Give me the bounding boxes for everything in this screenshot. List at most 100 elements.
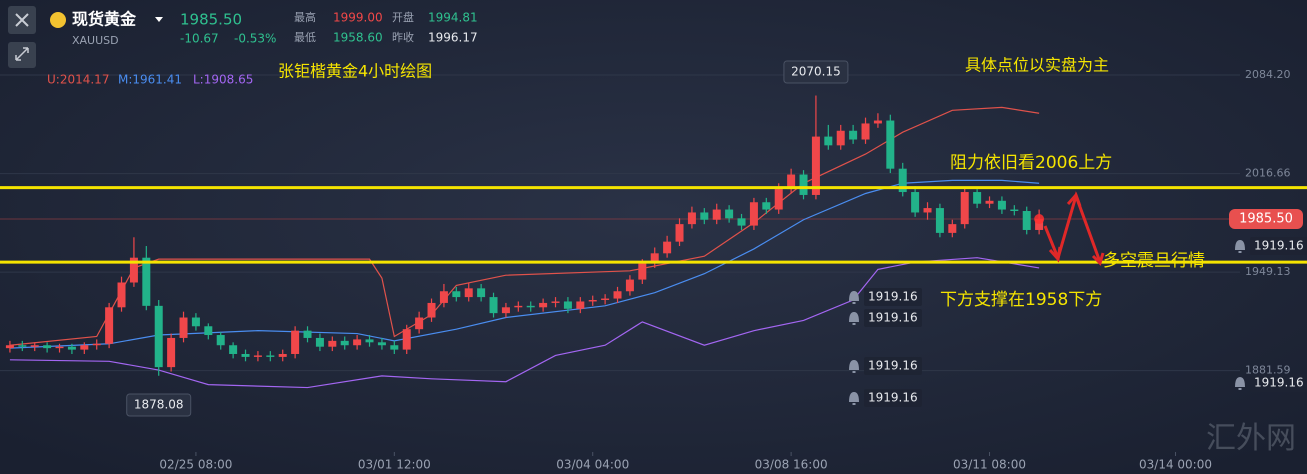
y-tick-label: 2016.66 <box>1245 167 1291 180</box>
price-tag <box>1229 209 1303 230</box>
annotation: 具体点位以实盘为主 <box>965 56 1109 75</box>
alert-box <box>864 288 922 306</box>
candle-body <box>799 174 808 195</box>
alert-box <box>864 309 922 327</box>
candle-body <box>861 123 870 140</box>
candle-body <box>824 136 833 146</box>
candle-body <box>650 253 659 264</box>
candle-body <box>377 342 386 346</box>
candle-body <box>985 200 994 204</box>
candle-body <box>464 288 473 298</box>
alert-label: 1919.16 <box>868 391 918 405</box>
candle-body <box>142 257 151 306</box>
candle-body <box>501 307 510 314</box>
alert-bell <box>849 312 859 325</box>
alert-box <box>1250 374 1307 392</box>
candle-body <box>1010 209 1019 212</box>
candle-body <box>439 291 448 303</box>
candle-body <box>675 224 684 242</box>
candle-body <box>749 202 758 226</box>
candle-body <box>92 343 101 346</box>
candle-body <box>105 307 114 344</box>
stat-value: 1996.17 <box>428 31 478 45</box>
candle-body <box>291 330 300 354</box>
candle-body <box>787 174 796 190</box>
candle-body <box>576 301 585 309</box>
candle-body <box>588 300 597 302</box>
candle-body <box>179 317 188 338</box>
alert-bell <box>849 291 859 304</box>
candle-body <box>873 120 882 124</box>
candle-body <box>1022 211 1031 230</box>
arrow-head <box>1066 192 1082 207</box>
watermark: 汇外网 <box>1206 421 1296 456</box>
price-dot <box>1034 214 1045 225</box>
x-tick-label: 03/08 16:00 <box>755 458 828 472</box>
stat-value: 1958.60 <box>333 31 383 45</box>
stat-value: 1999.00 <box>333 11 383 25</box>
candle-body <box>415 317 424 330</box>
candle-body <box>613 291 622 299</box>
candle-body <box>216 335 225 346</box>
alert-box <box>1250 237 1307 255</box>
candle-body <box>452 291 461 298</box>
alert-bell <box>849 360 859 373</box>
candle-body <box>154 305 163 368</box>
dropdown-arrow[interactable] <box>155 17 163 22</box>
alert-bell <box>849 392 859 405</box>
alert-label: 1919.16 <box>1254 239 1304 253</box>
candle-body <box>67 346 76 350</box>
y-tick-label: 1881.59 <box>1245 364 1291 377</box>
candle-body <box>477 288 486 298</box>
y-tick-label: 1949.13 <box>1245 265 1291 278</box>
candle-body <box>129 257 138 283</box>
candle-body <box>5 345 14 349</box>
candle-body <box>1035 219 1044 230</box>
candle-body <box>390 345 399 350</box>
candle-body <box>687 212 696 225</box>
y-tick-label: 2084.20 <box>1245 68 1291 81</box>
candle-body <box>539 302 548 308</box>
candle-body <box>923 208 932 213</box>
candle-body <box>849 130 858 140</box>
band-line <box>9 106 1040 346</box>
candle-body <box>340 340 349 346</box>
candle-body <box>303 330 312 338</box>
candle-body <box>229 345 238 354</box>
candle-body <box>204 326 213 336</box>
change-pct: -0.53% <box>234 32 276 46</box>
candle-body <box>353 339 362 346</box>
high-callout: 2070.15 <box>791 65 841 79</box>
candle-body <box>167 337 176 368</box>
x-tick-label: 03/04 04:00 <box>556 458 629 472</box>
candle-body <box>898 168 907 193</box>
candle-body <box>526 305 535 308</box>
stat-label: 昨收 <box>392 30 414 44</box>
arrow-head <box>1048 246 1062 263</box>
instrument-name[interactable]: 现货黄金 <box>72 10 137 29</box>
candle-body <box>514 305 523 308</box>
annotation: 多空震旦行情 <box>1103 251 1205 271</box>
annotation: 下方支撑在1958下方 <box>940 290 1102 310</box>
close-icon <box>15 13 29 27</box>
alert-label: 1919.16 <box>1254 376 1304 390</box>
candle-body <box>402 329 411 350</box>
candle-body <box>315 337 324 347</box>
candle-body <box>43 345 52 349</box>
candle-body <box>80 345 89 350</box>
x-tick-label: 03/11 08:00 <box>953 458 1026 472</box>
candle-body <box>973 192 982 204</box>
stat-label: 开盘 <box>392 10 414 24</box>
candle-body <box>886 120 895 169</box>
alert-label: 1919.16 <box>868 311 918 325</box>
price-tag-label: 1985.50 <box>1239 212 1293 227</box>
candle-body <box>253 355 262 357</box>
band-line <box>9 179 1040 349</box>
candle-body <box>725 209 734 219</box>
candle-body <box>365 339 374 343</box>
x-tick-label: 03/01 12:00 <box>358 458 431 472</box>
candle-body <box>241 353 250 357</box>
candle-body <box>638 263 647 280</box>
